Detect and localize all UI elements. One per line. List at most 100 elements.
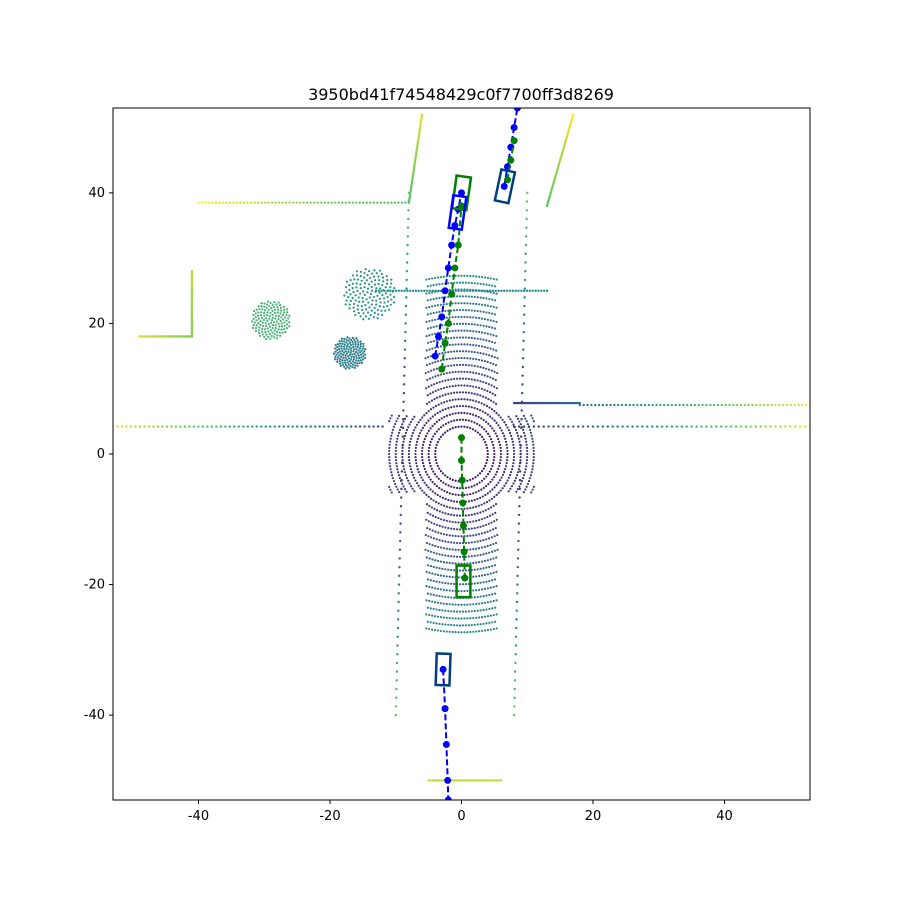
lidar-point (190, 270, 194, 273)
lidar-point (398, 491, 401, 494)
lidar-point (219, 425, 223, 428)
lidar-point (454, 426, 457, 429)
lidar-point (478, 424, 481, 427)
lidar-point (392, 301, 396, 304)
lidar-point (407, 452, 410, 456)
lidar-point (621, 425, 624, 428)
lidar-point (440, 488, 443, 491)
lidar-point (435, 552, 438, 555)
lidar-point (480, 417, 483, 420)
lidar-point (513, 696, 516, 699)
lidar-point (515, 609, 518, 612)
lidar-point (685, 425, 688, 428)
lidar-point (366, 311, 370, 314)
lidar-point (358, 300, 361, 303)
lidar-point (286, 311, 289, 314)
lidar-point (414, 446, 417, 449)
lidar-point (466, 384, 469, 387)
lidar-point (125, 425, 128, 428)
lidar-point (464, 336, 468, 339)
lidar-point (428, 305, 431, 309)
lidar-point (395, 465, 398, 468)
lidar-point (486, 473, 490, 476)
lidar-point (268, 304, 271, 308)
lidar-point (493, 410, 496, 413)
lidar-point (340, 352, 343, 355)
lidar-point (393, 201, 397, 204)
lidar-point (464, 350, 468, 353)
lidar-point (577, 425, 580, 428)
lidar-point (341, 342, 344, 345)
lidar-point (747, 403, 750, 407)
lidar-point (523, 471, 526, 474)
lidar-point (448, 534, 451, 537)
lidar-point (447, 609, 450, 613)
lidar-point (367, 301, 370, 304)
ring-18 (425, 302, 498, 606)
lidar-point (491, 326, 494, 329)
trajectories (431, 108, 521, 800)
lidar-point (378, 305, 381, 308)
lidar-point (427, 410, 430, 413)
lidar-point (438, 539, 441, 542)
lidar-point (438, 622, 441, 625)
lidar-point (460, 370, 463, 373)
lidar-point (429, 564, 433, 568)
lidar-point (458, 281, 462, 284)
lidar-point (491, 289, 495, 292)
lidar-point (470, 485, 473, 488)
lidar-point (316, 201, 319, 204)
lidar-point (461, 350, 465, 353)
lidar-point (267, 323, 270, 326)
lidar-point (491, 488, 494, 491)
lidar-point (524, 252, 527, 255)
lidar-point (436, 464, 439, 467)
lidar-point (492, 504, 495, 507)
lidar-point (628, 403, 631, 407)
lidar-point (475, 602, 478, 606)
lidar-point (348, 345, 351, 348)
lidar-point (675, 425, 679, 428)
lidar-point (425, 292, 428, 295)
lidar-point (461, 377, 465, 380)
lidar-point (425, 613, 428, 616)
lidar-point (438, 418, 441, 422)
lidar-point (518, 420, 521, 423)
lidar-point (284, 201, 288, 204)
trajectory-point (458, 457, 465, 465)
lidar-point (343, 347, 346, 351)
lidar-point (276, 311, 279, 314)
lidar-point (444, 351, 447, 354)
lidar-point (482, 296, 485, 300)
lidar-point (450, 406, 453, 409)
lidar-point (377, 313, 380, 316)
lidar-point (445, 616, 448, 619)
lidar-point (444, 540, 447, 543)
lidar-point (477, 401, 480, 404)
lidar-point (472, 589, 475, 592)
lidar-point (409, 465, 412, 468)
lidar-point (473, 596, 476, 599)
lidar-point (273, 308, 277, 311)
lidar-point (508, 289, 512, 292)
lidar-point (476, 474, 479, 477)
lidar-point (370, 309, 373, 312)
lidar-point (401, 455, 404, 459)
trajectory-point (507, 156, 515, 164)
lidar-point (280, 328, 283, 331)
lidar-point (485, 297, 488, 300)
lidar-point (518, 487, 522, 491)
lidar-point (426, 378, 429, 381)
ring-19 (426, 295, 497, 613)
lidar-point (524, 261, 527, 264)
lidar-point (483, 587, 487, 590)
lidar-point (427, 385, 430, 388)
lidar-point (483, 545, 486, 548)
lidar-point (476, 323, 479, 326)
lidar-point (475, 547, 478, 550)
lidar-point (441, 511, 444, 514)
lidar-point (479, 511, 482, 514)
lidar-point (472, 548, 475, 551)
lidar-point (129, 425, 133, 428)
lidar-point (274, 314, 278, 317)
